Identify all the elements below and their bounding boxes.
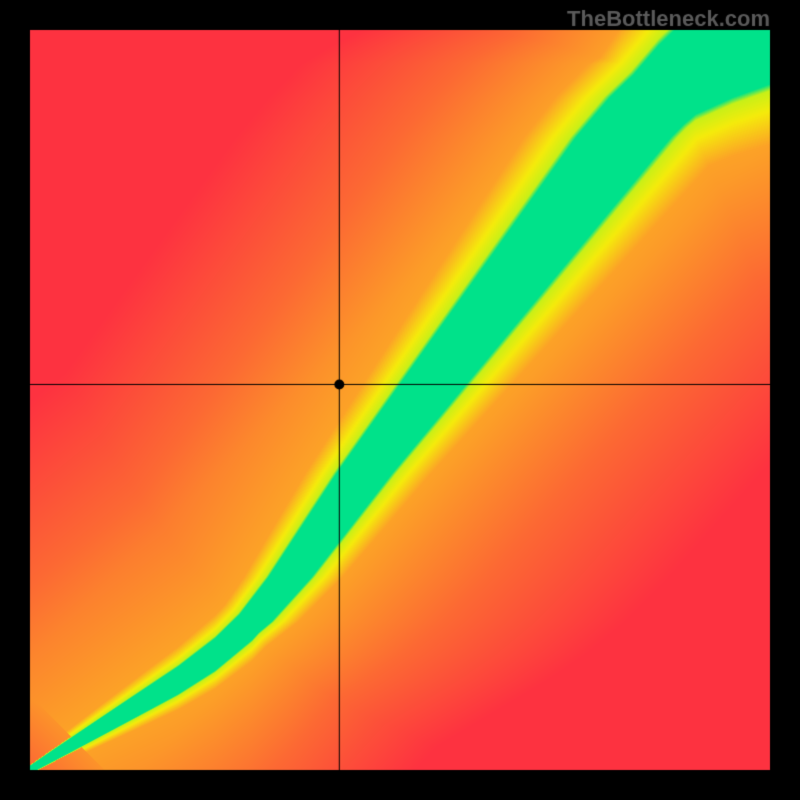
chart-container	[0, 0, 800, 800]
heatmap-canvas	[0, 0, 800, 800]
